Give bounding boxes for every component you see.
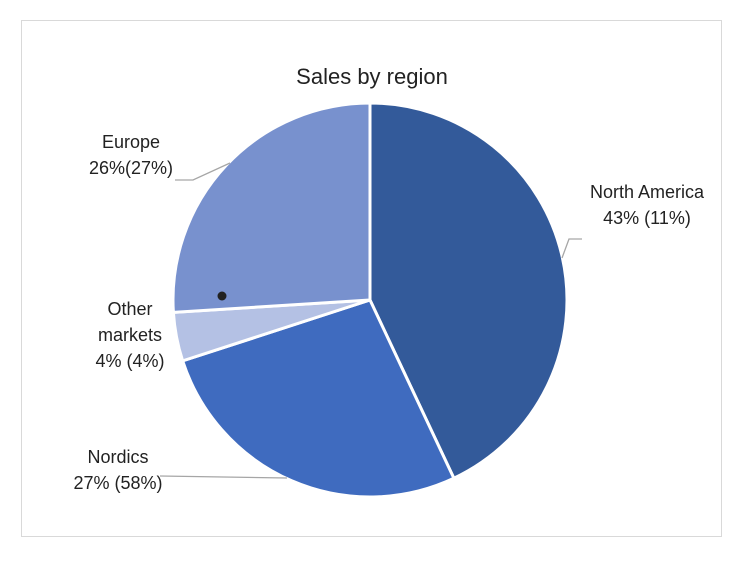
value-label: 26%(27%) — [88, 158, 174, 178]
data-label: Nordics 27% (58%) — [58, 444, 178, 496]
value-label: 27% (58%) — [73, 473, 163, 493]
data-label: Other markets 4% (4%) — [75, 296, 185, 374]
chart-title: Sales by region — [296, 64, 448, 89]
value-label: 4% (4%) — [95, 351, 165, 371]
category-label: Europe — [101, 132, 161, 152]
value-label: 43% (11%) — [603, 208, 691, 228]
data-label: Europe 26%(27%) — [71, 129, 191, 181]
data-label: North America 43% (11%) — [587, 179, 707, 231]
category-label: North America — [589, 182, 705, 202]
category-label: Other markets — [97, 299, 162, 345]
category-label: Nordics — [87, 447, 149, 467]
pie-slice — [181, 298, 456, 499]
leader-lines — [159, 162, 582, 479]
marker-dot — [217, 291, 227, 301]
pie — [171, 101, 569, 499]
